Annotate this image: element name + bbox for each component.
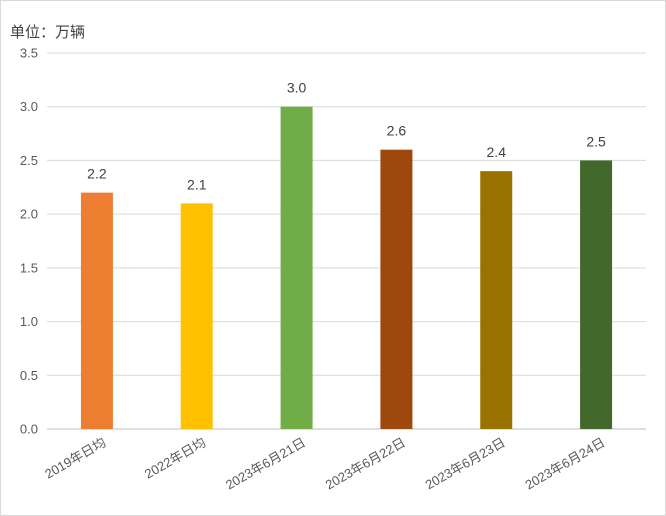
y-tick-label: 2.0 xyxy=(20,207,38,222)
category-label: 2023年6月22日 xyxy=(323,435,408,493)
x-axis-categories: 2019年日均 2022年日均 2023年6月21日 2023年6月22日 2023年6… xyxy=(42,435,607,493)
unit-label: 单位：万辆 xyxy=(10,24,85,41)
bars xyxy=(80,106,613,429)
y-tick-label: 2.5 xyxy=(20,153,38,168)
y-tick-label: 1.0 xyxy=(20,314,38,329)
y-tick-label: 3.0 xyxy=(20,99,38,114)
data-label: 2.4 xyxy=(487,144,507,160)
bar xyxy=(580,160,613,429)
category-label: 2023年6月24日 xyxy=(522,435,607,493)
data-labels: 2.2 2.1 3.0 2.6 2.4 2.5 xyxy=(87,80,606,193)
data-label: 2.1 xyxy=(187,176,207,192)
bar xyxy=(80,192,113,429)
category-label: 2023年6月21日 xyxy=(223,435,308,493)
bar xyxy=(180,203,213,429)
bar xyxy=(380,149,413,429)
y-tick-label: 0.5 xyxy=(20,368,38,383)
category-label: 2023年6月23日 xyxy=(423,435,508,493)
data-label: 2.2 xyxy=(87,166,107,182)
data-label: 2.6 xyxy=(387,123,407,139)
y-tick-label: 1.5 xyxy=(20,260,38,275)
gridlines xyxy=(47,52,646,430)
y-tick-label: 0.0 xyxy=(20,422,38,437)
y-axis-ticks: 0.0 0.5 1.0 1.5 2.0 2.5 3.0 3.5 xyxy=(20,46,38,437)
bar xyxy=(280,106,313,429)
data-label: 3.0 xyxy=(287,80,307,96)
data-label: 2.5 xyxy=(586,133,606,149)
category-label: 2019年日均 xyxy=(42,435,108,482)
bar xyxy=(480,171,513,429)
category-label: 2022年日均 xyxy=(142,435,208,482)
y-tick-label: 3.5 xyxy=(20,46,38,61)
